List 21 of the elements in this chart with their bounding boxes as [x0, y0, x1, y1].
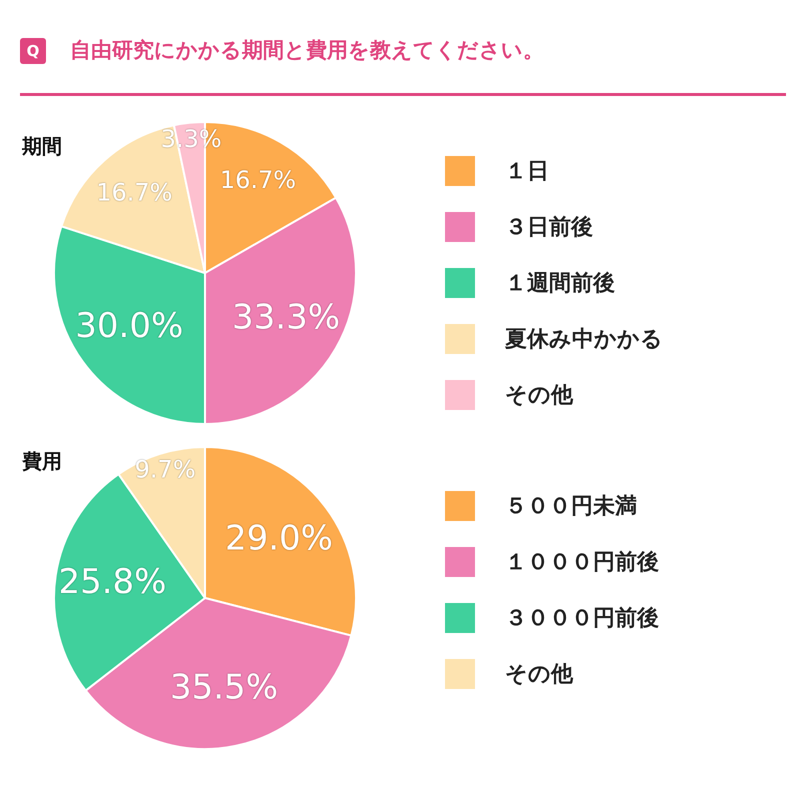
data-label: 16.7% [96, 178, 172, 207]
legend-label: その他 [505, 661, 573, 689]
q-badge-icon: Q [20, 38, 46, 64]
legend-label: 夏休み中かかる [505, 326, 663, 354]
chart-title: 費用 [22, 448, 62, 475]
data-label: 33.3% [232, 298, 340, 338]
chart-title: 自由研究にかかる期間と費用を教えてください。 [70, 37, 544, 64]
legend-label: ５００円未満 [505, 493, 637, 521]
data-label: 16.7% [220, 166, 296, 194]
text: 期間 [22, 133, 62, 160]
data-label: 29.0% [224, 518, 333, 558]
data-label: 30.0% [75, 306, 184, 346]
legend-label: １０００円前後 [505, 549, 659, 577]
data-label: 35.5% [170, 668, 278, 708]
legend-label: その他 [505, 382, 573, 410]
legend-label: ３日前後 [505, 214, 593, 242]
legend-label: ３０００円前後 [505, 605, 659, 633]
legend-label: １日 [505, 158, 549, 186]
data-label: 9.7% [134, 455, 196, 484]
legend-label: １週間前後 [505, 270, 615, 298]
data-label: 25.8% [58, 562, 166, 602]
